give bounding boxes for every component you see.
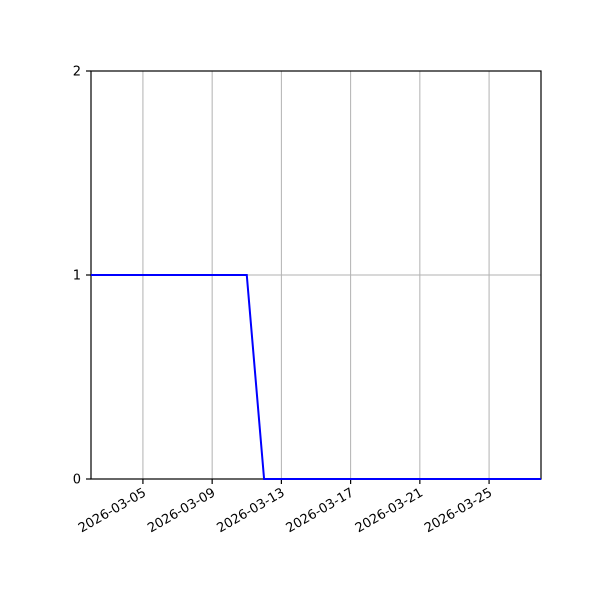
x-tick-label: 2026-03-25	[422, 485, 495, 536]
x-tick-label: 2026-03-05	[76, 485, 149, 536]
x-tick-label: 2026-03-17	[284, 485, 357, 536]
x-tick-label: 2026-03-09	[145, 485, 218, 536]
x-tick-label: 2026-03-21	[353, 485, 426, 536]
data-series-line	[91, 274, 541, 480]
y-tick-label: 0	[73, 473, 81, 488]
y-tick-label: 1	[73, 269, 81, 284]
y-tick-label: 2	[73, 65, 81, 80]
x-tick-label: 2026-03-13	[214, 485, 287, 536]
